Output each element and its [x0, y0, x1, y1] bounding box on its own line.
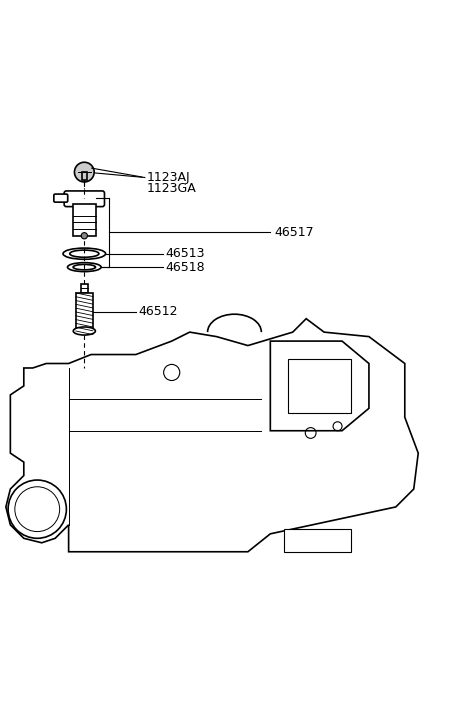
Ellipse shape	[73, 265, 96, 270]
FancyBboxPatch shape	[54, 194, 68, 202]
Bar	[73, 204, 96, 236]
Bar	[81, 284, 88, 293]
Circle shape	[81, 233, 87, 239]
Text: 46512: 46512	[138, 305, 178, 318]
Ellipse shape	[70, 250, 99, 257]
Text: 46518: 46518	[165, 261, 205, 273]
Text: 1123AJ: 1123AJ	[147, 171, 191, 184]
Bar	[76, 293, 93, 331]
Text: 46513: 46513	[165, 247, 204, 260]
Text: 46517: 46517	[275, 225, 314, 238]
Text: 1123GA: 1123GA	[147, 182, 197, 195]
FancyBboxPatch shape	[64, 191, 105, 206]
Bar	[288, 359, 351, 413]
Bar	[82, 172, 87, 180]
Circle shape	[74, 162, 94, 182]
Bar	[284, 529, 351, 552]
Ellipse shape	[73, 327, 95, 335]
